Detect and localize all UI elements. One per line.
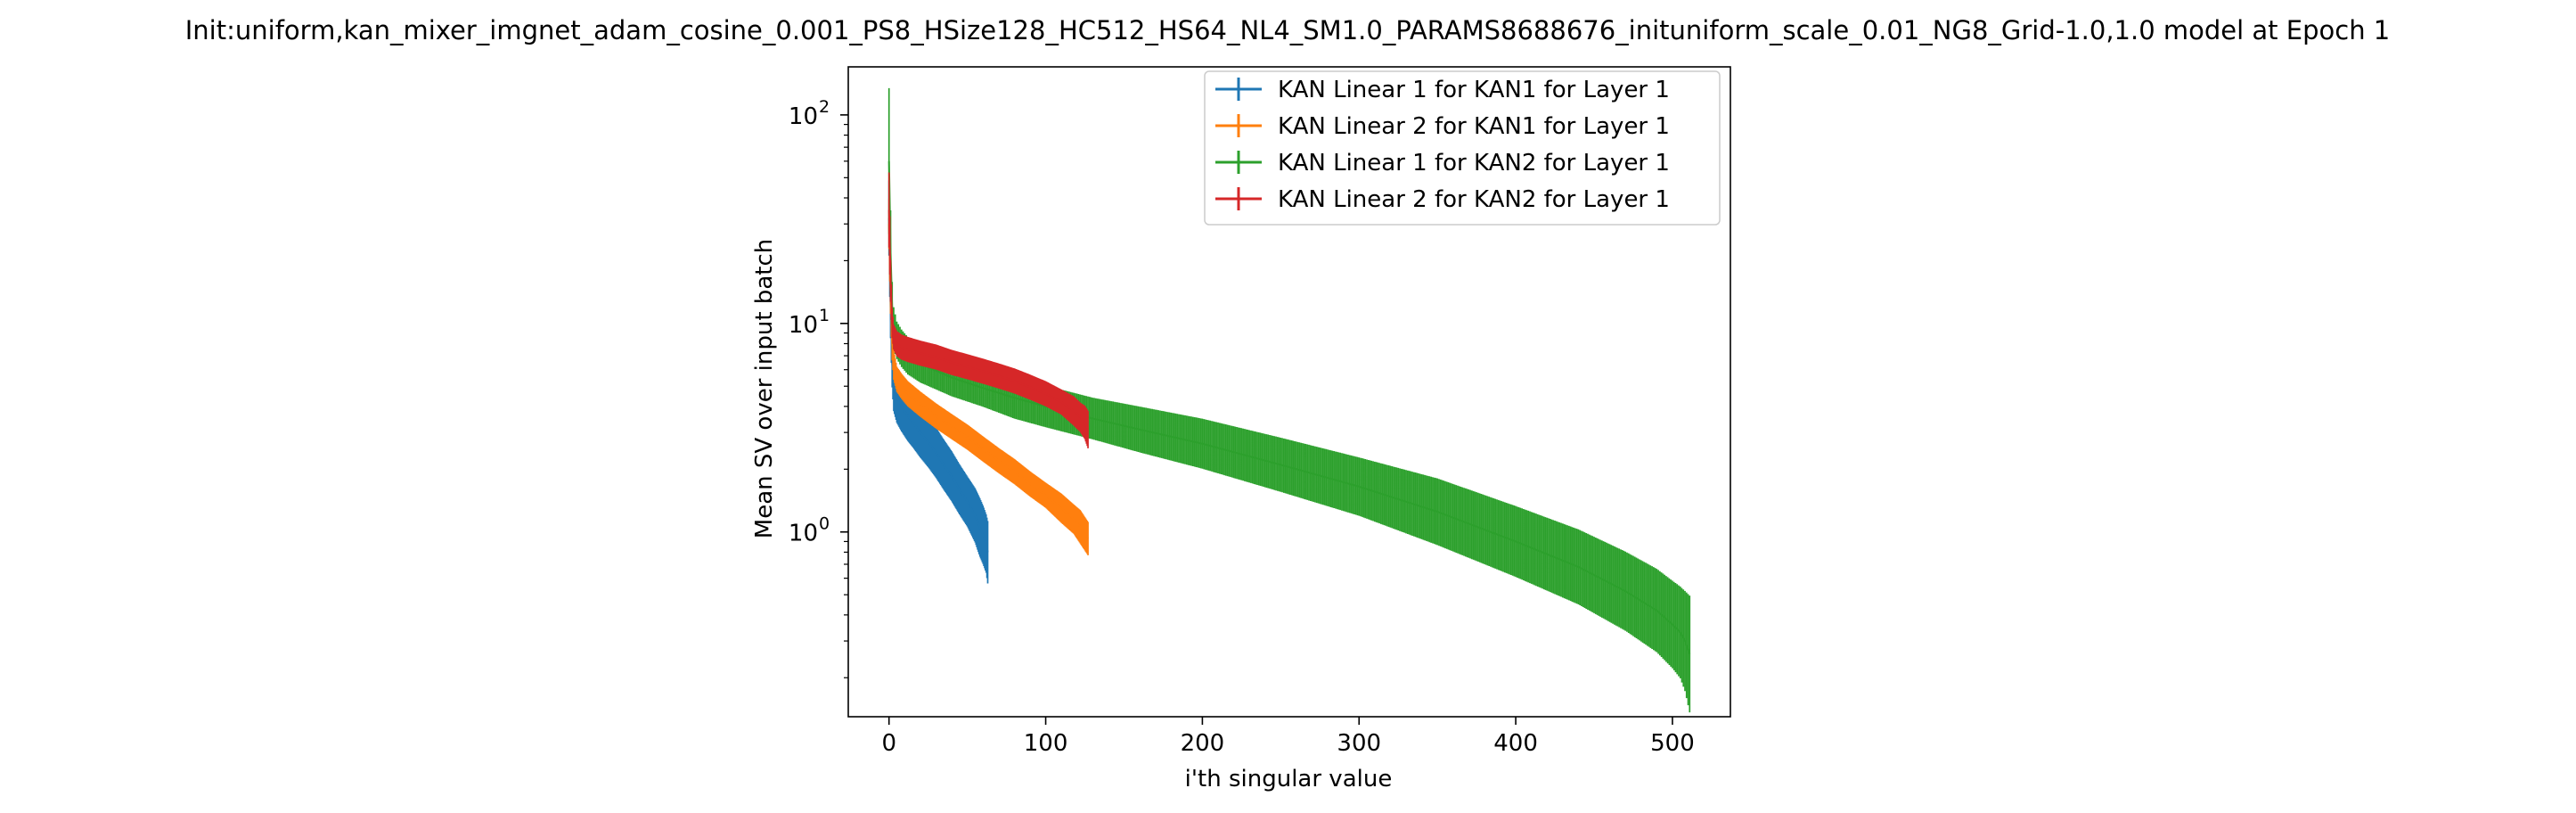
legend-label: KAN Linear 2 for KAN2 for Layer 1 xyxy=(1278,186,1670,213)
legend-entry: KAN Linear 1 for KAN2 for Layer 1 xyxy=(1215,150,1670,177)
chart-title: Init:uniform,kan_mixer_imgnet_adam_cosin… xyxy=(185,15,2391,45)
x-tick-label: 300 xyxy=(1337,730,1381,757)
x-tick-label: 100 xyxy=(1024,730,1068,757)
series-3-line xyxy=(887,160,1691,654)
x-tick-label: 500 xyxy=(1650,730,1695,757)
legend-label: KAN Linear 1 for KAN1 for Layer 1 xyxy=(1278,77,1670,103)
legend-box xyxy=(1204,70,1721,226)
axes-frame xyxy=(847,66,1731,718)
x-tick-label: 200 xyxy=(1181,730,1225,757)
y-axis-label: Mean SV over input batch xyxy=(751,239,778,538)
series-2-line xyxy=(887,224,1089,539)
y-tick-label: 10 xyxy=(789,521,818,547)
x-axis-label: i'th singular value xyxy=(1185,766,1393,792)
series-1 xyxy=(887,180,989,584)
legend-label: KAN Linear 1 for KAN2 for Layer 1 xyxy=(1278,150,1670,177)
x-tick-label: 400 xyxy=(1493,730,1538,757)
y-tick-exponent: 1 xyxy=(819,306,830,325)
y-tick-exponent: 0 xyxy=(819,514,830,534)
plot-area xyxy=(887,87,1691,713)
series-4 xyxy=(887,172,1089,448)
legend-entry: KAN Linear 2 for KAN2 for Layer 1 xyxy=(1215,186,1670,213)
legend: KAN Linear 1 for KAN1 for Layer 1 KAN Lin… xyxy=(1204,70,1721,226)
series-4-line xyxy=(887,209,1089,431)
y-tick-label: 10 xyxy=(789,103,818,130)
y-tick-exponent: 2 xyxy=(819,97,830,117)
x-tick-label: 0 xyxy=(881,730,896,757)
legend-label: KAN Linear 2 for KAN1 for Layer 1 xyxy=(1278,113,1670,140)
series-1-line xyxy=(887,218,989,553)
legend-entry: KAN Linear 2 for KAN1 for Layer 1 xyxy=(1215,113,1670,140)
legend-entry: KAN Linear 1 for KAN1 for Layer 1 xyxy=(1215,77,1670,103)
y-tick-label: 10 xyxy=(789,312,818,339)
